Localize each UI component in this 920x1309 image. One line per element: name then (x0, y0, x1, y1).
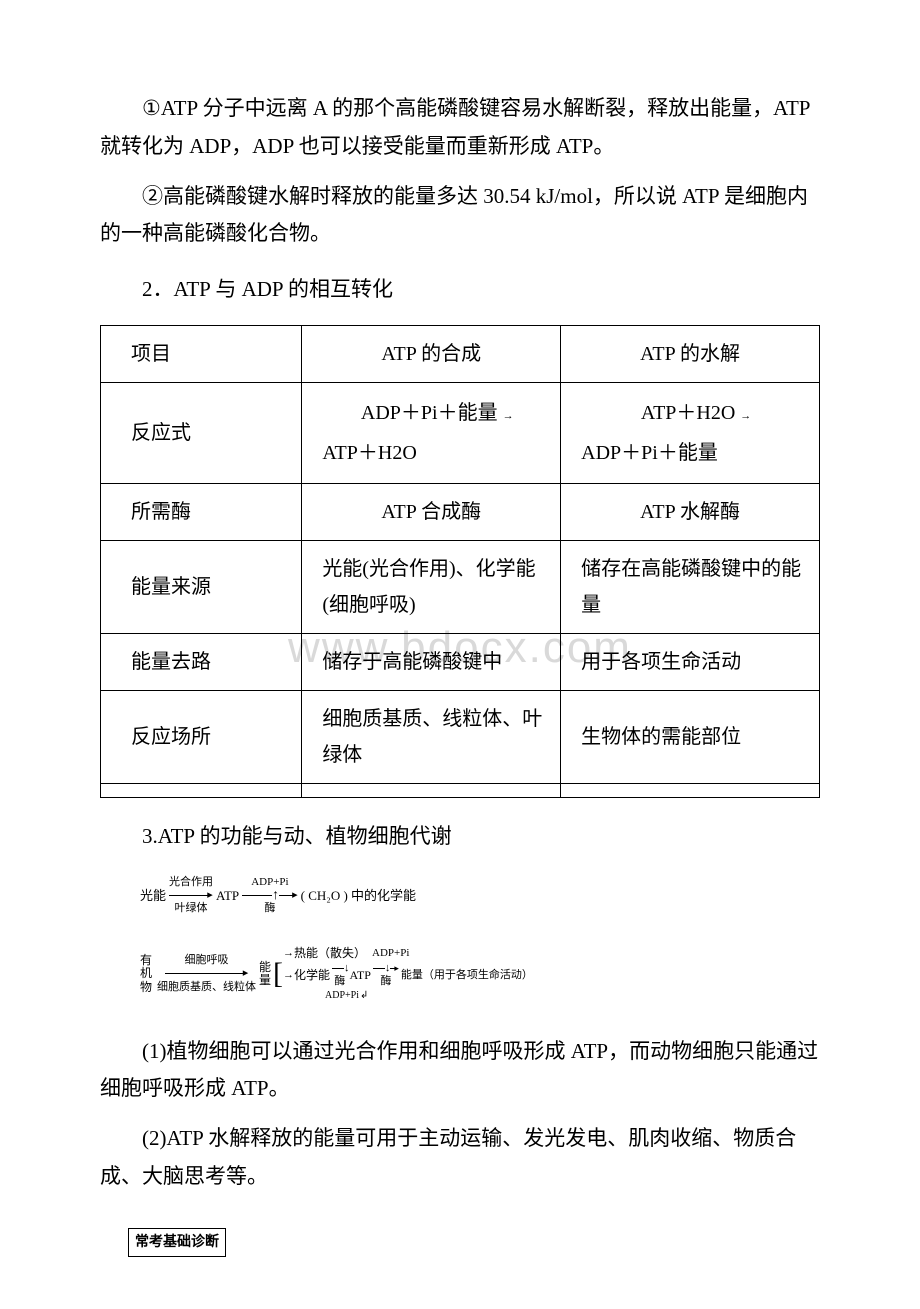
paragraph-2: ②高能磷酸键水解时释放的能量多达 30.54 kJ/mol，所以说 ATP 是细… (100, 178, 820, 254)
atp-label: ATP (350, 967, 371, 984)
diagram-mid: ATP (216, 884, 239, 907)
header-item: 项目 (101, 325, 302, 382)
adp-label: ADP+Pi (372, 946, 409, 961)
badge-row: 常考基础诊断 (100, 1208, 820, 1259)
section-title-3: 3.ATP 的功能与动、植物细胞代谢 (100, 818, 820, 856)
diagram-start: 光能 (140, 884, 166, 907)
table-row: 能量去路 储存于高能磷酸键中 用于各项生命活动 (101, 633, 820, 690)
table-header-row: 项目 ATP 的合成 ATP 的水解 (101, 325, 820, 382)
enzyme-label: 酶 (334, 975, 345, 988)
header-hydrolysis: ATP 的水解 (561, 325, 820, 382)
diagram-1: 光能 光合作用 ▸ 叶绿体 ATP ADP+Pi ↑▸ 酶 ( CH₂O ) 中… (100, 876, 820, 916)
paragraph-3: (1)植物细胞可以通过光合作用和细胞呼吸形成 ATP，而动物细胞只能通过细胞呼吸… (100, 1033, 820, 1109)
cell: 光能(光合作用)、化学能(细胞呼吸) (302, 540, 561, 633)
paragraph-1: ①ATP 分子中远离 A 的那个高能磷酸键容易水解断裂，释放出能量，ATP 就转… (100, 90, 820, 166)
cell: 储存于高能磷酸键中 (302, 633, 561, 690)
formula-top: ATP＋H2O (641, 402, 735, 424)
diagram-2: 有机物 细胞呼吸 ▸ 细胞质基质、线粒体 能量 [ → 热能（散失） ADP+P… (100, 945, 820, 1002)
cell: ATP 合成酶 (302, 483, 561, 540)
arrow-bot-label: 酶 (264, 902, 275, 915)
arrow-bot-label: 叶绿体 (175, 902, 208, 915)
formula-bot: ATP＋H2O (322, 433, 552, 473)
bracket-group: [ → 热能（散失） ADP+Pi → 化学能 ↓ 酶 ATP ↓▸ (273, 945, 533, 1002)
arrow-top-label: 光合作用 (169, 876, 213, 889)
diagram-start: 有机物 (140, 954, 152, 994)
diagram-mid: 能量 (259, 961, 271, 987)
row-label: 所需酶 (101, 483, 302, 540)
branch-chem: 化学能 (294, 967, 330, 984)
arrow-bot-label: 细胞质基质、线粒体 (157, 981, 256, 994)
row-label: 反应式 (101, 382, 302, 483)
cell: 储存在高能磷酸键中的能量 (561, 540, 820, 633)
cell: ATP 水解酶 (561, 483, 820, 540)
table-row: 所需酶 ATP 合成酶 ATP 水解酶 (101, 483, 820, 540)
diagram-end: ( CH₂O ) 中的化学能 (301, 884, 416, 907)
header-synthesis: ATP 的合成 (302, 325, 561, 382)
cell: 生物体的需能部位 (561, 690, 820, 783)
cell: 用于各项生命活动 (561, 633, 820, 690)
row-label: 能量来源 (101, 540, 302, 633)
arrow-box: 光合作用 ▸ 叶绿体 (169, 876, 213, 916)
row-label: 反应场所 (101, 690, 302, 783)
row-label: 能量去路 (101, 633, 302, 690)
table-row: 能量来源 光能(光合作用)、化学能(细胞呼吸) 储存在高能磷酸键中的能量 (101, 540, 820, 633)
atp-adp-table: 项目 ATP 的合成 ATP 的水解 反应式 ADP＋Pi＋能量 → ATP＋H… (100, 325, 820, 798)
cell: 细胞质基质、线粒体、叶绿体 (302, 690, 561, 783)
formula-hydrolysis: ATP＋H2O → ADP＋Pi＋能量 (561, 382, 820, 483)
enzyme-label: 酶 (380, 975, 391, 988)
arrow-top-label: ADP+Pi (251, 876, 288, 889)
branch-heat: 热能（散失） (294, 945, 366, 962)
formula-synthesis: ADP＋Pi＋能量 → ATP＋H2O (302, 382, 561, 483)
formula-top: ADP＋Pi＋能量 (361, 402, 498, 424)
exam-badge: 常考基础诊断 (128, 1228, 226, 1257)
table-row: 反应场所 细胞质基质、线粒体、叶绿体 生物体的需能部位 (101, 690, 820, 783)
table-empty-row (101, 783, 820, 797)
arrow-box: 细胞呼吸 ▸ 细胞质基质、线粒体 (157, 954, 256, 994)
energy-end: 能量（用于各项生命活动） (401, 968, 533, 983)
arrow-top-label: 细胞呼吸 (185, 954, 229, 967)
paragraph-4: (2)ATP 水解释放的能量可用于主动运输、发光发电、肌肉收缩、物质合成、大脑思… (100, 1120, 820, 1196)
section-title-2: 2．ATP 与 ADP 的相互转化 (100, 271, 820, 309)
arrow-box: ADP+Pi ↑▸ 酶 (242, 876, 298, 916)
formula-bot: ADP＋Pi＋能量 (581, 433, 811, 473)
table-row: 反应式 ADP＋Pi＋能量 → ATP＋H2O ATP＋H2O → ADP＋Pi… (101, 382, 820, 483)
